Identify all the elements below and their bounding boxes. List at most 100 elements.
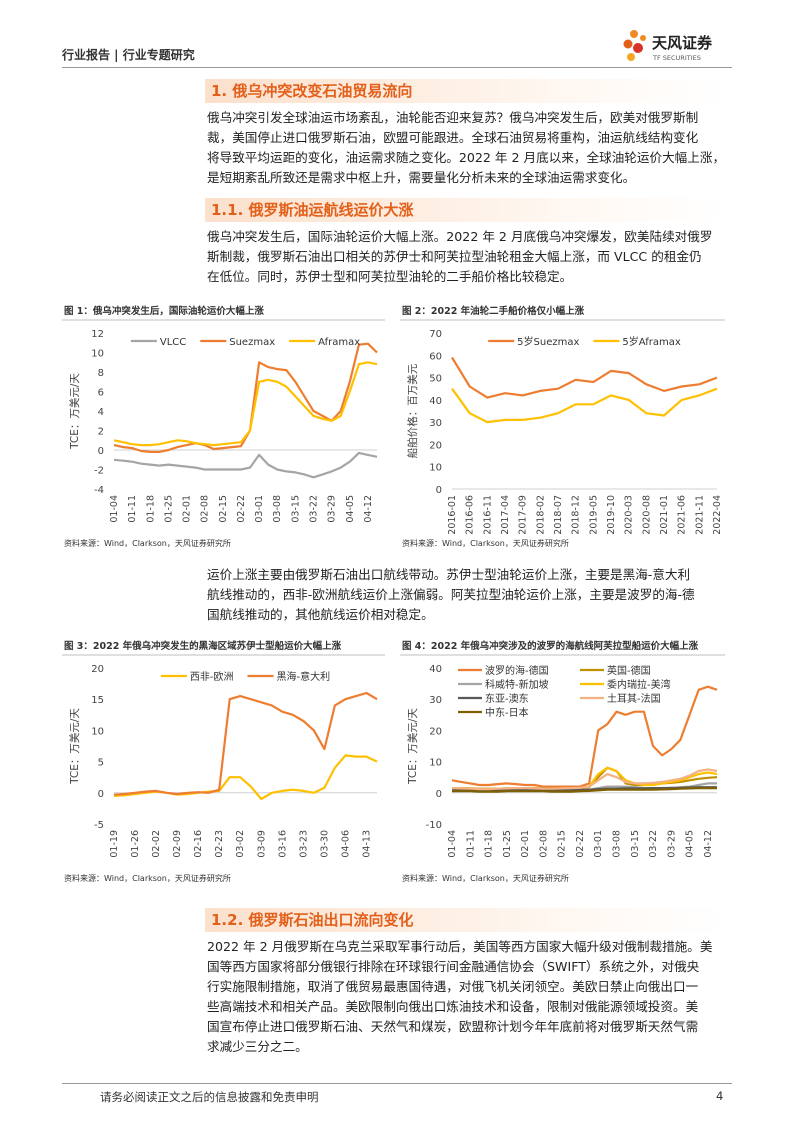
text-line: 斯制裁，俄罗斯石油出口相关的苏伊士和阿芙拉型油轮租金大幅上涨，而 VLCC 的租…	[207, 249, 702, 264]
text-line: 国航线推动的，其他航线运价相对稳定。	[207, 607, 434, 622]
text-line: 国宣布停止进口俄罗斯石油、天然气和煤炭，欧盟称计划今年年底前将对俄罗斯天然气需	[207, 1019, 699, 1034]
legend-label: 5岁Aframax	[622, 335, 680, 348]
figure-source: 资料来源：Wind，Clarkson，天风证券研究所	[402, 538, 569, 548]
heading: 1.1. 俄罗斯油运航线运价大涨	[205, 198, 725, 222]
x-tick-label: 02-01	[182, 495, 193, 523]
x-tick-label: 2019-10	[606, 495, 617, 535]
y-tick-label: 0	[436, 789, 442, 800]
figure-caption: 图 2：2022 年油轮二手船价格仅小幅上涨	[402, 305, 585, 317]
x-tick-label: 2018-02	[535, 495, 546, 535]
y-tick-label: 8	[98, 368, 104, 379]
legend: VLCC Suezmax Aframax	[130, 337, 360, 348]
y-axis-title: TCE：万美元/天	[406, 708, 419, 785]
figure: 图 2：2022 年油轮二手船价格仅小幅上涨资料来源：Wind，Clarkson…	[400, 305, 725, 548]
y-tick-label: 0	[98, 446, 104, 457]
text-line: 俄乌冲突引发全球油运市场紊乱，油轮能否迎来复苏？俄乌冲突发生后，欧美对俄罗斯制	[207, 110, 699, 125]
x-tick-label: 03-23	[298, 830, 309, 858]
y-tick-label: 0	[98, 789, 104, 800]
legend-label: 黑海-意大利	[277, 670, 331, 683]
legend-label: 5岁Suezmax	[517, 335, 579, 348]
paragraph: 运价上涨主要由俄罗斯石油出口航线带动。苏伊士型油轮运价上涨，主要是黑海-意大利航…	[207, 565, 737, 625]
heading: 1. 俄乌冲突改变石油贸易流向	[205, 79, 725, 103]
x-tick-label: 03-22	[648, 830, 659, 858]
y-tick-label: -4	[94, 485, 104, 496]
x-tick-label: 03-29	[327, 495, 338, 523]
y-tick-label: 10	[91, 349, 104, 360]
x-tick-label: 02-22	[236, 495, 247, 523]
x-tick-label: 04-06	[340, 830, 351, 858]
legend-label: Aframax	[318, 337, 360, 348]
footer-rule	[62, 1083, 732, 1084]
header-title: 行业报告 | 行业专题研究	[62, 48, 195, 62]
x-tick-label: 01-25	[502, 830, 513, 858]
x-tick-label: 2016-01	[447, 495, 458, 535]
series-line	[452, 786, 717, 792]
x-tick-label: 01-18	[145, 495, 156, 523]
legend: 西非-欧洲 黑海-意大利	[160, 670, 331, 683]
y-tick-label: 40	[429, 664, 442, 675]
figure-caption: 图 1：俄乌冲突发生后，国际油轮运价大幅上涨	[64, 305, 264, 317]
x-tick-label: 03-01	[254, 495, 265, 523]
text-line: 航线推动的，西非-欧洲航线运价上涨偏弱。阿芙拉型油轮运价上涨，主要是波罗的海-德	[207, 587, 695, 602]
x-tick-label: 2021-06	[677, 495, 688, 535]
x-tick-label: 02-23	[214, 830, 225, 858]
y-tick-label: 70	[429, 329, 442, 340]
x-tick-label: 01-18	[484, 830, 495, 858]
legend-label: 西非-欧洲	[190, 671, 234, 683]
x-tick-label: 01-04	[447, 830, 458, 858]
x-tick-label: 04-05	[345, 495, 356, 523]
x-tick-label: 03-08	[272, 495, 283, 523]
x-tick-label: 04-13	[361, 830, 372, 858]
y-tick-label: 5	[98, 758, 104, 769]
text-line: 求减少三分之二。	[207, 1039, 308, 1054]
legend-label: 波罗的海-德国	[485, 664, 549, 677]
x-tick-label: 01-11	[127, 495, 138, 523]
x-tick-label: 03-22	[309, 495, 320, 523]
y-tick-label: 20	[429, 440, 442, 451]
series-line	[113, 361, 378, 447]
x-tick-label: 01-11	[465, 830, 476, 858]
series-line	[113, 451, 378, 479]
legend-label: 土耳其-法国	[607, 692, 661, 705]
x-tick-label: 2016-06	[465, 495, 476, 535]
figure-caption: 图 3：2022 年俄乌冲突发生的黑海区域苏伊士型船运价大幅上涨	[64, 640, 342, 652]
x-tick-label: 2017-09	[518, 495, 529, 535]
x-tick-label: 2016-11	[482, 495, 493, 535]
x-tick-label: 2020-03	[624, 495, 635, 535]
y-tick-label: 10	[429, 758, 442, 769]
x-tick-label: 03-15	[630, 830, 641, 858]
series-line	[451, 768, 718, 791]
figure: 图 1：俄乌冲突发生后，国际油轮运价大幅上涨资料来源：Wind，Clarkson…	[62, 305, 385, 548]
series-line	[113, 691, 378, 796]
x-tick-label: 03-02	[235, 830, 246, 858]
text-line: 将导致平均运距的变化，油运需求随之变化。2022 年 2 月底以来，全球油轮运价…	[207, 150, 726, 165]
x-tick-label: 02-08	[200, 495, 211, 523]
legend-label: 科威特-新加坡	[485, 678, 549, 691]
series-line	[451, 387, 718, 424]
y-tick-label: 2	[98, 427, 104, 438]
x-tick-label: 03-29	[666, 830, 677, 858]
y-tick-label: -5	[94, 820, 104, 831]
logo: 天风证券 TF SECURITIES	[623, 30, 713, 62]
legend-label: VLCC	[160, 337, 186, 348]
x-tick-label: 2021-11	[694, 495, 705, 535]
text-line: 行实施限制措施，取消了俄贸易最惠国待遇，对俄飞机关闭领空。美欧日禁止向俄出口一	[207, 979, 699, 994]
y-tick-label: 4	[98, 407, 104, 418]
y-tick-label: -2	[94, 466, 104, 477]
y-tick-label: 12	[91, 329, 104, 340]
x-tick-label: 02-15	[218, 495, 229, 523]
text-line: 国等西方国家将部分俄银行排除在环球银行间金融通信协会（SWIFT）系统之外，对俄…	[207, 959, 700, 974]
footer-disclaimer: 请务必阅读正文之后的信息披露和免责申明	[100, 1090, 319, 1104]
x-tick-label: 01-25	[163, 495, 174, 523]
legend-label: 东亚-澳东	[485, 692, 529, 705]
text-line: 裁，美国停止进口俄罗斯石油，欧盟可能跟进。全球石油贸易将重构，油运航线结构变化	[207, 130, 699, 145]
x-tick-label: 02-15	[557, 830, 568, 858]
series-line	[451, 356, 718, 399]
page-number: 4	[716, 1089, 724, 1103]
y-tick-label: 30	[429, 418, 442, 429]
text-line: 是短期紊乱所致还是需求中枢上升，需要量化分析未来的全球油运需求变化。	[207, 170, 636, 185]
x-tick-label: 01-26	[130, 830, 141, 858]
legend-label: 英国-德国	[607, 664, 651, 677]
x-tick-label: 03-09	[256, 830, 267, 858]
